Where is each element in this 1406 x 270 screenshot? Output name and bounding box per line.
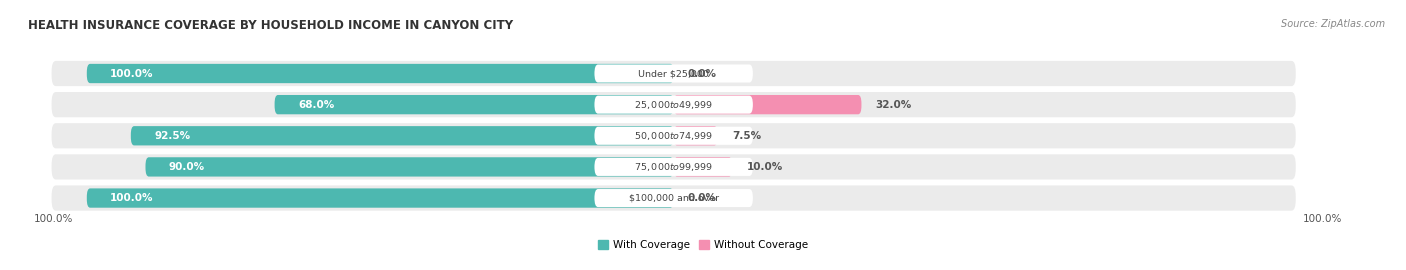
FancyBboxPatch shape <box>673 95 862 114</box>
FancyBboxPatch shape <box>595 189 752 207</box>
FancyBboxPatch shape <box>131 126 673 146</box>
Text: $25,000 to $49,999: $25,000 to $49,999 <box>634 99 713 111</box>
Text: 100.0%: 100.0% <box>34 214 73 224</box>
Text: Under $25,000: Under $25,000 <box>638 69 709 78</box>
FancyBboxPatch shape <box>52 185 1296 211</box>
FancyBboxPatch shape <box>52 92 1296 117</box>
Text: 10.0%: 10.0% <box>747 162 783 172</box>
FancyBboxPatch shape <box>274 95 673 114</box>
Text: 100.0%: 100.0% <box>110 193 153 203</box>
Text: 92.5%: 92.5% <box>155 131 190 141</box>
Text: HEALTH INSURANCE COVERAGE BY HOUSEHOLD INCOME IN CANYON CITY: HEALTH INSURANCE COVERAGE BY HOUSEHOLD I… <box>28 19 513 32</box>
Text: 7.5%: 7.5% <box>731 131 761 141</box>
FancyBboxPatch shape <box>595 127 752 145</box>
Text: $50,000 to $74,999: $50,000 to $74,999 <box>634 130 713 142</box>
FancyBboxPatch shape <box>595 65 752 83</box>
FancyBboxPatch shape <box>673 126 717 146</box>
Text: 100.0%: 100.0% <box>110 69 153 79</box>
FancyBboxPatch shape <box>52 123 1296 148</box>
Text: 68.0%: 68.0% <box>298 100 335 110</box>
Text: $100,000 and over: $100,000 and over <box>628 194 718 202</box>
FancyBboxPatch shape <box>673 157 733 177</box>
Legend: With Coverage, Without Coverage: With Coverage, Without Coverage <box>593 236 813 254</box>
Text: 32.0%: 32.0% <box>876 100 911 110</box>
FancyBboxPatch shape <box>87 188 673 208</box>
FancyBboxPatch shape <box>87 64 673 83</box>
FancyBboxPatch shape <box>595 158 752 176</box>
Text: 0.0%: 0.0% <box>688 193 717 203</box>
Text: $75,000 to $99,999: $75,000 to $99,999 <box>634 161 713 173</box>
Text: Source: ZipAtlas.com: Source: ZipAtlas.com <box>1281 19 1385 29</box>
FancyBboxPatch shape <box>52 154 1296 180</box>
FancyBboxPatch shape <box>52 61 1296 86</box>
FancyBboxPatch shape <box>145 157 673 177</box>
Text: 90.0%: 90.0% <box>169 162 205 172</box>
FancyBboxPatch shape <box>595 96 752 114</box>
Text: 100.0%: 100.0% <box>1303 214 1343 224</box>
Text: 0.0%: 0.0% <box>688 69 717 79</box>
